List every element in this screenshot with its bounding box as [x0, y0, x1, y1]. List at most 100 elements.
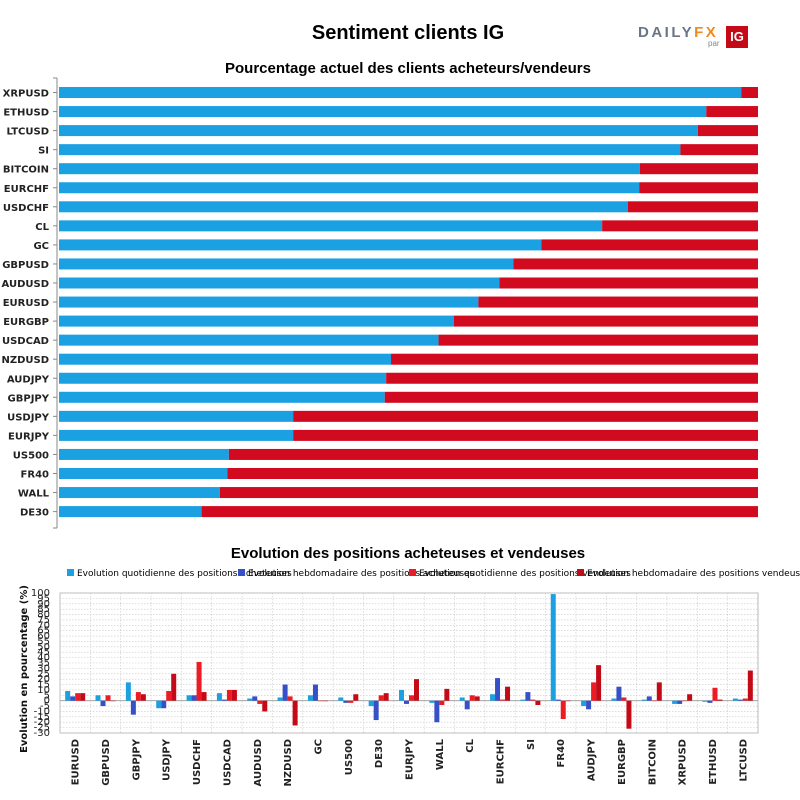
logo-par: par	[708, 39, 720, 48]
bar-buyers	[59, 220, 603, 232]
bar-buyers	[59, 239, 542, 251]
y-tick-label: 5	[44, 690, 50, 701]
evolution-bar	[747, 670, 753, 701]
evolution-bar	[110, 700, 116, 702]
evolution-bar	[65, 691, 71, 701]
x-tick-label: NZDUSD	[283, 739, 294, 787]
evolution-bar	[646, 696, 652, 701]
y-tick-label: -5	[40, 701, 50, 712]
evolution-bar	[742, 698, 748, 701]
y-tick-label: 50	[37, 642, 50, 653]
bar-buyers	[59, 391, 385, 403]
evolution-bar	[100, 700, 106, 707]
bar-sellers	[228, 448, 758, 460]
y-tick-label: 90	[37, 599, 50, 610]
bar-buyers	[59, 448, 229, 460]
evolution-bar	[221, 699, 227, 701]
x-tick-label: GBPJPY	[131, 738, 142, 780]
y-tick-label: 100	[31, 588, 50, 599]
page-title: Sentiment clients IG	[311, 22, 505, 44]
bar-buyers	[59, 296, 479, 308]
bar-sellers	[384, 391, 758, 403]
bar-sellers	[513, 258, 758, 270]
category-label: XRPUSD	[3, 89, 49, 100]
bar-buyers	[59, 182, 640, 194]
evolution-bar	[80, 693, 86, 701]
evolution-bar	[682, 700, 688, 702]
bar-sellers	[627, 201, 758, 213]
category-label: US500	[13, 450, 49, 461]
legend-item-weekly-sell[interactable]: Evolution hebdomadaire des positions ven…	[577, 569, 800, 579]
x-tick-label: EURUSD	[71, 739, 82, 785]
x-tick-label: FR40	[556, 739, 567, 767]
x-tick-label: EURJPY	[405, 738, 416, 780]
evolution-bar	[75, 693, 81, 701]
bar-buyers	[59, 429, 294, 441]
bar-sellers	[438, 334, 758, 346]
bar-sellers	[386, 372, 758, 384]
bar-sellers	[697, 125, 758, 137]
bar-buyers	[59, 163, 640, 175]
evolution-bar	[156, 700, 162, 709]
legend-swatch	[409, 569, 416, 576]
bar-buyers	[59, 487, 220, 499]
bar-buyers	[59, 125, 698, 137]
evolution-bar	[343, 700, 349, 703]
evolution-bar	[378, 695, 384, 701]
x-tick-label: CL	[465, 738, 476, 752]
evolution-bar	[277, 697, 283, 701]
legend-item-daily-sell[interactable]: Evolution quotidienne des positions vend…	[409, 569, 631, 579]
bar-buyers	[59, 372, 387, 384]
evolution-bar	[231, 689, 237, 701]
evolution-bar	[555, 699, 561, 701]
evolution-bar	[429, 700, 435, 703]
evolution-bar	[586, 700, 592, 710]
evolution-bar	[520, 699, 526, 701]
evolution-bar	[490, 694, 496, 701]
x-tick-label: US500	[344, 739, 355, 775]
evolution-bar	[459, 697, 465, 701]
category-label: USDJPY	[7, 412, 50, 423]
x-tick-label: DE30	[374, 739, 385, 768]
dailyfx-logo: DAILYFX par IG	[638, 24, 750, 50]
category-label: USDCAD	[2, 336, 49, 347]
evolution-bar	[161, 700, 167, 709]
legend-item-daily-buy[interactable]: Evolution quotidienne des positions ache…	[67, 569, 292, 579]
evolution-bar	[257, 700, 263, 704]
category-label: LTCUSD	[7, 127, 50, 138]
bar-buyers	[59, 410, 294, 422]
evolution-bar	[287, 696, 293, 701]
evolution-bar	[495, 678, 501, 701]
y-tick-label: 80	[37, 610, 50, 621]
bar-buyers	[59, 144, 681, 156]
x-tick-label: XRPUSD	[678, 739, 689, 785]
evolution-bar	[677, 700, 683, 704]
y-tick-label: 45	[37, 647, 50, 658]
y-tick-label: 70	[37, 620, 50, 631]
evolution-bar	[383, 693, 389, 701]
evolution-bar	[464, 700, 470, 710]
bar-sellers	[293, 410, 758, 422]
evolution-bar	[621, 697, 627, 701]
evolution-bar	[596, 665, 602, 701]
evolution-bar	[616, 686, 622, 701]
category-label: GBPJPY	[8, 393, 50, 404]
y-tick-label: 10	[37, 685, 50, 696]
y-tick-label: 65	[37, 626, 50, 637]
y-tick-label: 75	[37, 615, 50, 626]
evolution-bar	[409, 695, 414, 701]
category-label: GBPUSD	[2, 260, 49, 271]
y-tick-label: 85	[37, 604, 50, 615]
legend-swatch	[238, 569, 245, 576]
bar-sellers	[680, 144, 758, 156]
y-tick-label: 40	[37, 653, 50, 664]
bar-buyers	[59, 277, 500, 289]
evolution-bar	[135, 692, 141, 701]
legend-item-weekly-buy[interactable]: Evolution hebdomadaire des positions ach…	[238, 569, 474, 579]
evolution-bar	[368, 700, 374, 707]
y-tick-label: 0	[44, 696, 50, 707]
evolution-bar	[125, 682, 131, 701]
evolution-bar	[474, 696, 480, 701]
legend-swatch	[577, 569, 584, 576]
y-tick-label: -20	[34, 717, 50, 728]
